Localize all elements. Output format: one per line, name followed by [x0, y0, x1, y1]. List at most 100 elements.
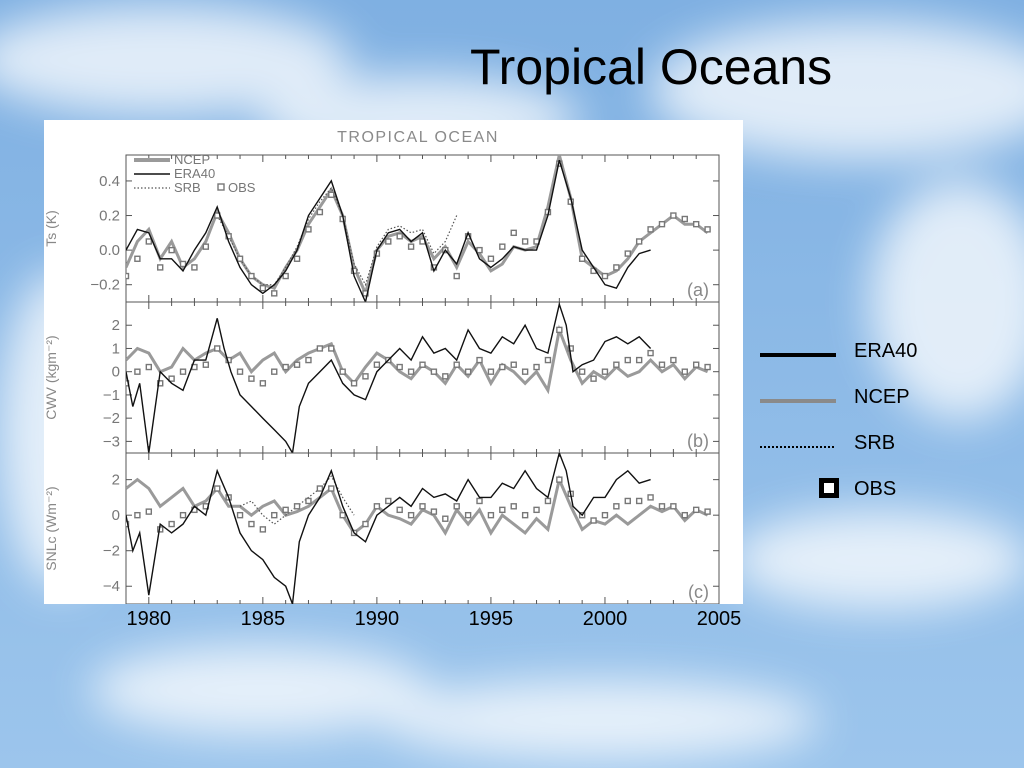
obs-point — [647, 349, 654, 357]
series-line-ncep — [126, 324, 709, 395]
inner-legend-label: OBS — [228, 180, 256, 195]
obs-point — [635, 356, 643, 364]
obs-point — [407, 511, 415, 519]
obs-point — [362, 520, 369, 528]
panel-label: (c) — [688, 582, 709, 602]
series-line-srb — [216, 186, 458, 287]
legend-item-ncep: NCEP — [756, 384, 1016, 414]
obs-point — [681, 368, 688, 375]
obs-point — [601, 272, 609, 280]
obs-point — [305, 356, 312, 364]
obs-point — [521, 238, 529, 245]
obs-point — [373, 503, 381, 510]
y-tick-label: −3 — [103, 433, 120, 450]
obs-point — [681, 511, 688, 519]
chart-title: TROPICAL OCEAN — [337, 129, 499, 146]
obs-point — [647, 494, 654, 501]
inner-legend-label: ERA40 — [174, 166, 215, 181]
obs-point — [126, 272, 130, 280]
obs-point — [293, 503, 301, 510]
obs-point — [590, 517, 597, 524]
obs-point — [339, 368, 346, 375]
obs-point — [259, 284, 267, 292]
obs-point — [578, 368, 586, 375]
obs-point — [305, 226, 312, 233]
obs-point — [476, 356, 483, 364]
obs-point — [510, 361, 517, 368]
obs-point — [271, 511, 278, 519]
obs-point — [430, 368, 438, 375]
obs-point — [601, 368, 609, 375]
obs-point — [282, 363, 289, 371]
obs-point — [350, 380, 358, 387]
series-group — [126, 302, 711, 453]
obs-point — [407, 368, 415, 375]
y-tick-label: 0.4 — [99, 173, 120, 190]
obs-point — [373, 361, 381, 368]
obs-point — [476, 497, 483, 505]
obs-point — [396, 506, 403, 514]
obs-point — [134, 511, 141, 519]
obs-point — [419, 503, 426, 510]
obs-point — [134, 255, 141, 262]
inner-legend-label: SRB — [174, 180, 201, 195]
series-line-era40 — [126, 453, 651, 604]
obs-point — [179, 368, 187, 375]
legend-swatch-solid-gray — [760, 399, 836, 403]
obs-point — [134, 368, 141, 375]
obs-point — [499, 363, 506, 371]
obs-point — [328, 345, 335, 352]
obs-point — [271, 368, 278, 375]
obs-point — [692, 220, 700, 228]
panel-b: −3 −2 −1 0 1 2 CWV (kgm⁻²) (b) — [44, 301, 720, 454]
obs-point — [191, 264, 198, 271]
obs-point — [179, 511, 187, 519]
panel-label: (b) — [687, 431, 709, 451]
obs-point — [453, 272, 460, 280]
panel-label: (a) — [687, 280, 709, 300]
obs-point — [544, 497, 552, 505]
panel-a: −0.2 0.0 0.2 0.4 Ts (K) (a) — [44, 154, 720, 303]
obs-point — [464, 511, 472, 519]
obs-point — [658, 361, 666, 368]
x-axis-tick-labels: 1980 1985 1990 1995 2000 2005 — [0, 604, 1024, 634]
legend-label: ERA40 — [854, 340, 918, 362]
series-line-era40 — [126, 159, 651, 302]
chart-figure: TROPICAL OCEAN −0.20.00.20.4Ts (K)(a)−3−… — [44, 120, 743, 604]
obs-point — [430, 508, 438, 515]
obs-point — [453, 503, 460, 510]
obs-point — [499, 243, 506, 250]
x-tick-label: 1985 — [240, 608, 286, 630]
obs-point — [316, 485, 324, 492]
obs-point — [704, 226, 711, 233]
obs-point — [282, 506, 289, 514]
x-tick-label: 1990 — [354, 608, 400, 630]
legend-item-obs: OBS — [756, 476, 1016, 506]
obs-point — [157, 380, 164, 387]
y-axis-label: SNLc (Wm⁻²) — [44, 486, 59, 570]
obs-point — [647, 226, 654, 233]
obs-point — [442, 373, 449, 380]
obs-point — [214, 485, 221, 492]
panel-c: −4 −2 0 2 SNLc (Wm⁻²) (c) — [44, 452, 720, 604]
obs-point — [521, 368, 529, 375]
legend-swatch-solid-black — [760, 353, 836, 357]
obs-point — [613, 503, 620, 510]
obs-point — [556, 326, 563, 334]
obs-point — [464, 368, 472, 375]
legend-item-srb: SRB — [756, 430, 1016, 460]
obs-point — [510, 229, 517, 237]
obs-point — [487, 255, 495, 262]
y-tick-label: 0.0 — [99, 242, 120, 259]
obs-point — [293, 255, 301, 262]
obs-point — [328, 191, 335, 198]
obs-point — [624, 250, 631, 257]
obs-point — [179, 260, 187, 268]
obs-point — [282, 272, 289, 280]
obs-point — [248, 520, 255, 528]
obs-point — [157, 264, 164, 271]
x-tick-label: 2000 — [582, 608, 628, 630]
inner-legend-obs-marker — [217, 183, 225, 191]
obs-point — [521, 511, 529, 519]
